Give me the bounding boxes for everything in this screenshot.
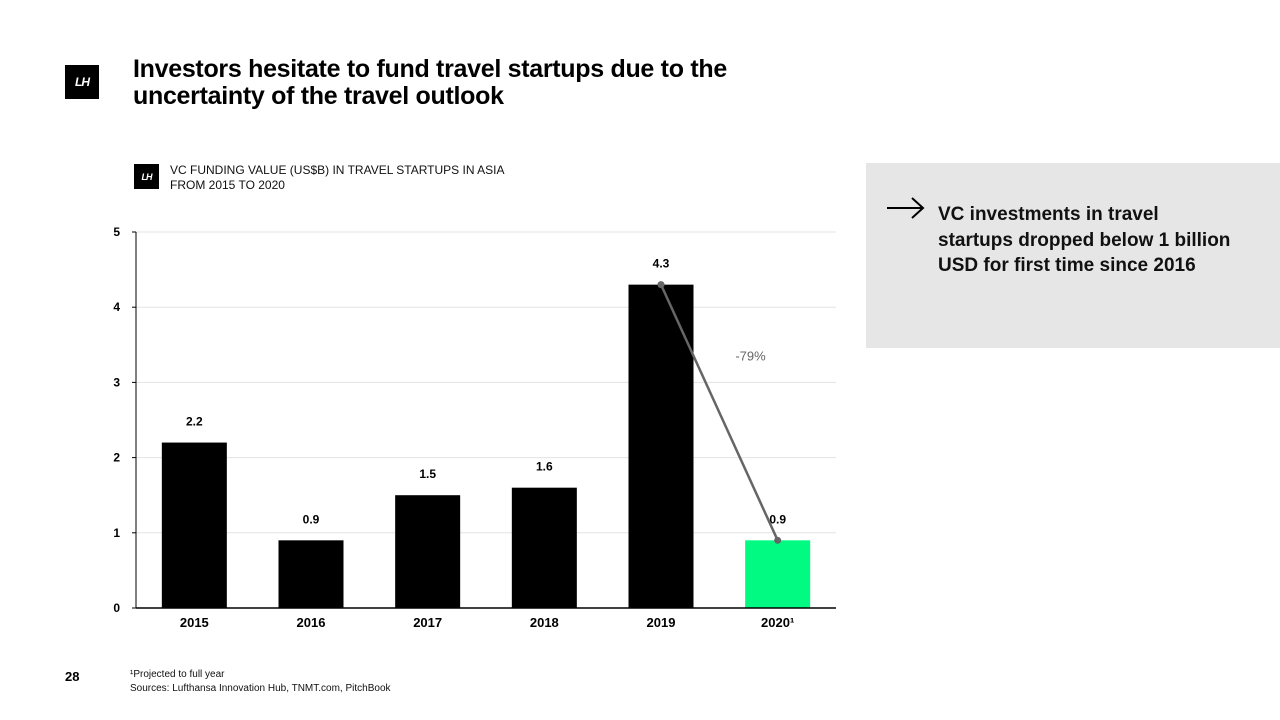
y-tick-label: 1 [113, 526, 120, 540]
data-label: 1.5 [419, 467, 436, 481]
right-arrow-icon [887, 197, 925, 219]
callout-box: VC investments in travel startups droppe… [866, 163, 1280, 348]
chart-caption: VC FUNDING VALUE (US$B) IN TRAVEL STARTU… [170, 163, 504, 192]
footnote-sources: Sources: Lufthansa Innovation Hub, TNMT.… [130, 683, 391, 694]
x-tick-label: 2019 [647, 615, 676, 630]
logo-text: LH [75, 75, 90, 89]
x-tick-label: 2018 [530, 615, 559, 630]
bar-2016 [278, 540, 344, 608]
y-tick-label: 3 [113, 375, 120, 389]
x-tick-label: 2016 [297, 615, 326, 630]
logo-icon: LH [65, 65, 99, 99]
page-number: 28 [65, 669, 80, 684]
bar-2018 [511, 487, 577, 608]
change-point-end [774, 536, 782, 544]
data-label: 0.9 [303, 512, 320, 526]
y-tick-label: 4 [113, 300, 120, 314]
y-tick-label: 2 [113, 451, 120, 465]
data-label: 2.2 [186, 415, 203, 429]
change-line [659, 284, 779, 541]
change-label: -79% [735, 348, 766, 363]
bar-2019 [628, 284, 694, 608]
change-point-start [657, 281, 665, 289]
bar-2017 [395, 495, 461, 608]
page-title: Investors hesitate to fund travel startu… [133, 55, 727, 110]
bar-chart: 0 1 2 3 4 5 2.2 2015 0.9 2016 1.5 2017 1.6 2018 4.3 201… [113, 225, 836, 630]
footnotes: ¹Projected to full year Sources: Lufthan… [130, 668, 391, 696]
data-label: 1.6 [536, 460, 553, 474]
chart-logo-text: LH [141, 171, 153, 182]
bar-2015 [161, 442, 227, 608]
x-tick-label: 2017 [413, 615, 442, 630]
footnote-projection: ¹Projected to full year [130, 669, 225, 680]
x-tick-label: 2020¹ [761, 615, 794, 630]
data-label: 0.9 [769, 512, 786, 526]
chart-logo-icon: LH [134, 164, 159, 189]
x-tick-label: 2015 [180, 615, 209, 630]
data-label: 4.3 [653, 257, 670, 271]
y-tick-label: 0 [113, 601, 120, 615]
bar-2020¹ [745, 540, 811, 608]
callout-text: VC investments in travel startups droppe… [938, 204, 1231, 276]
y-tick-label: 5 [113, 225, 120, 239]
